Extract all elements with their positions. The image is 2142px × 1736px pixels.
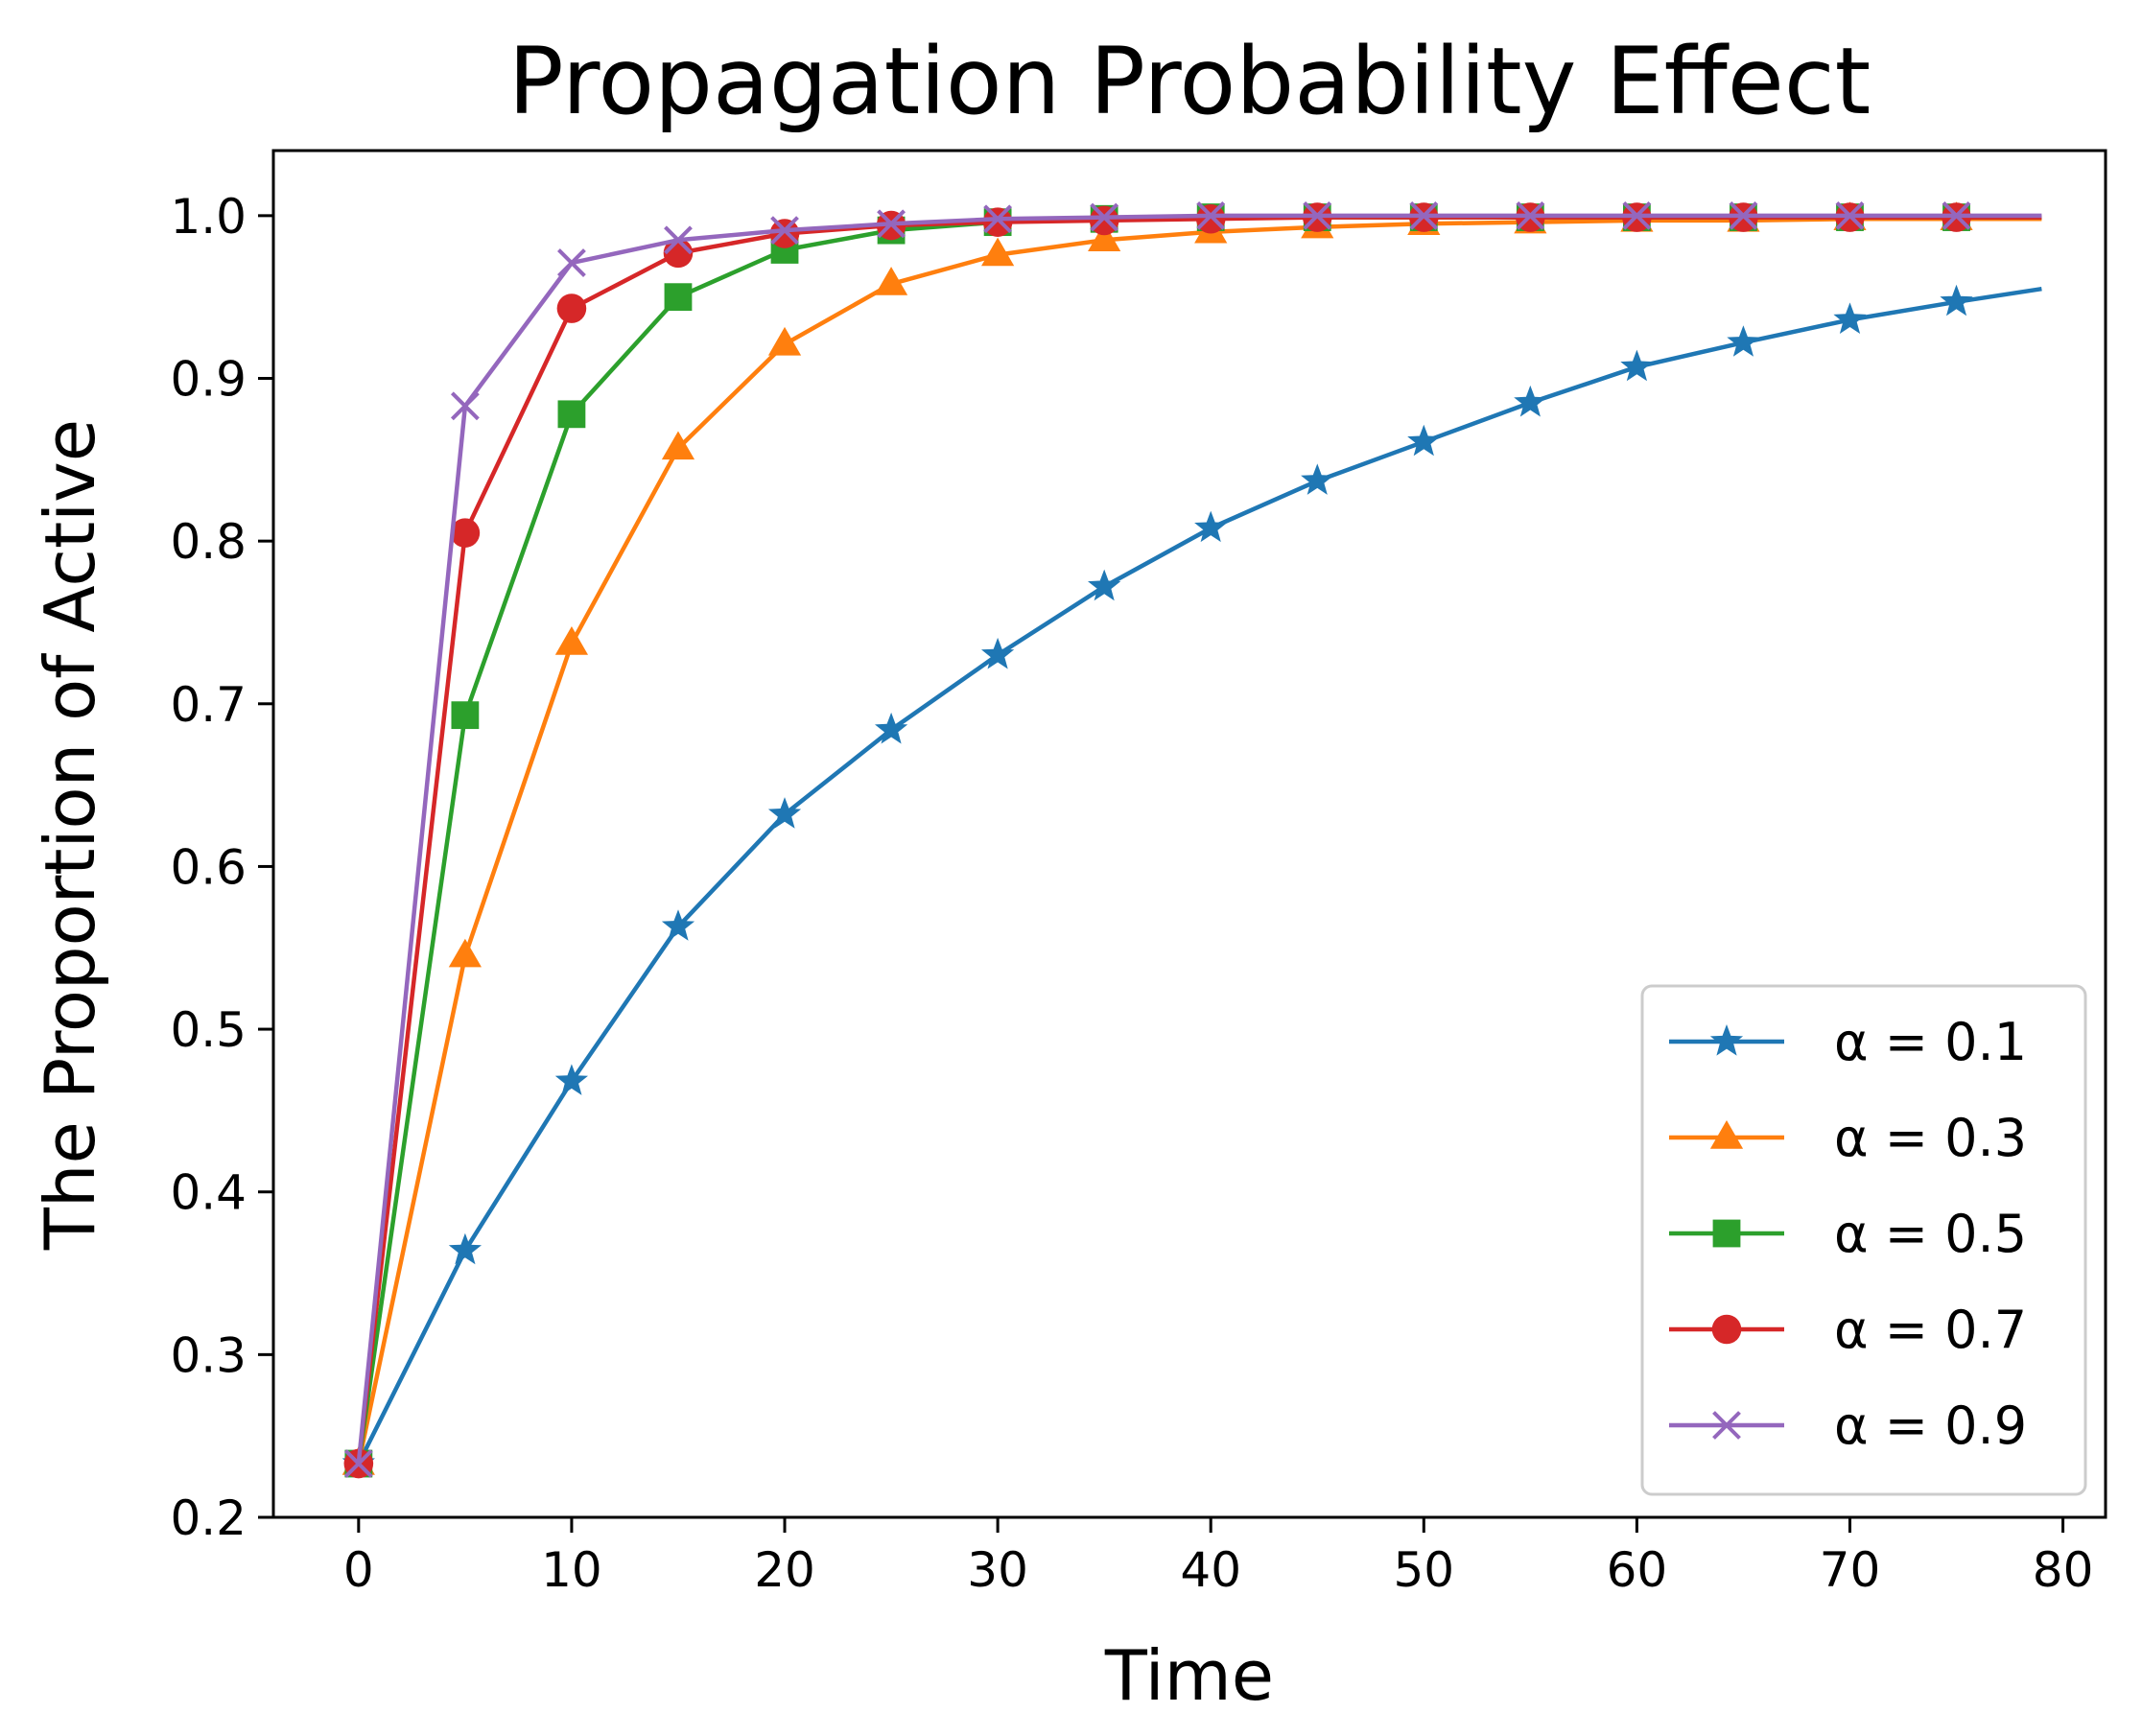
- x-marker: [557, 248, 586, 277]
- y-tick-label: 0.9: [170, 352, 247, 408]
- legend-triangle-marker: [1709, 1120, 1744, 1149]
- y-tick-label: 0.6: [170, 839, 247, 895]
- x-tick-label: 80: [2033, 1542, 2094, 1598]
- x-marker: [1303, 200, 1332, 230]
- x-marker: [1942, 200, 1971, 230]
- x-axis-title: Time: [1104, 1635, 1274, 1716]
- circle-marker: [1089, 205, 1119, 236]
- legend-label: α = 0.1: [1834, 1012, 2027, 1072]
- x-tick-label: 60: [1607, 1542, 1668, 1598]
- x-marker: [343, 1449, 373, 1478]
- legend-x-marker: [1712, 1411, 1741, 1440]
- star-marker: [767, 797, 802, 829]
- triangle-marker: [1088, 223, 1121, 252]
- legend-item: α = 0.7: [1669, 1300, 2027, 1360]
- x-tick-label: 40: [1180, 1542, 1241, 1598]
- x-tick-label: 50: [1393, 1542, 1454, 1598]
- circle-marker: [1195, 203, 1226, 234]
- x-marker: [1835, 200, 1865, 230]
- legend-star-marker: [1709, 1024, 1744, 1056]
- chart-title: Propagation Probability Effect: [508, 28, 1871, 135]
- star-marker: [1088, 569, 1121, 601]
- triangle-marker: [661, 431, 695, 460]
- legend-item: α = 0.9: [1669, 1396, 2027, 1456]
- x-marker: [1196, 200, 1226, 230]
- square-marker: [664, 283, 693, 312]
- legend-item: α = 0.1: [1669, 1012, 2027, 1072]
- y-tick-label: 0.4: [170, 1165, 247, 1221]
- legend-circle-marker: [1711, 1314, 1742, 1345]
- square-marker: [557, 400, 586, 429]
- star-marker: [875, 712, 908, 744]
- triangle-marker: [554, 626, 589, 655]
- legend-box: [1640, 984, 2087, 1496]
- x-marker: [1622, 200, 1652, 230]
- legend-label: α = 0.5: [1834, 1204, 2027, 1264]
- y-tick-label: 0.8: [170, 514, 247, 570]
- x-marker: [1090, 202, 1119, 232]
- y-axis-title: The Proportion of Active: [30, 419, 110, 1251]
- star-marker: [1940, 284, 1973, 317]
- legend-label: α = 0.7: [1834, 1300, 2027, 1360]
- star-marker: [1407, 424, 1441, 457]
- star-marker: [1727, 325, 1760, 357]
- star-marker: [1620, 349, 1654, 382]
- circle-marker: [556, 293, 587, 323]
- star-marker: [661, 909, 695, 941]
- triangle-marker: [448, 938, 482, 968]
- series-x: [343, 200, 2042, 1478]
- y-tick-label: 0.5: [170, 1002, 247, 1058]
- x-marker: [1516, 200, 1545, 230]
- star-marker: [981, 637, 1015, 669]
- legend-label: α = 0.9: [1834, 1396, 2027, 1456]
- axis-ticks: 0 10 20 30 40 50 60 70 80 0.2 0.3 0.4 0.5 0.6 0.7 0.8 0.…: [170, 189, 2093, 1598]
- y-tick-label: 1.0: [170, 189, 247, 245]
- x-marker: [1409, 200, 1439, 230]
- plot-frame: [271, 149, 2107, 1519]
- triangle-marker: [767, 326, 802, 356]
- triangle-marker: [874, 267, 908, 295]
- legend-label: α = 0.3: [1834, 1108, 2027, 1168]
- x-marker: [450, 391, 480, 421]
- x-marker: [877, 209, 906, 239]
- star-marker: [554, 1064, 588, 1095]
- star-marker: [448, 1232, 482, 1265]
- square-marker: [451, 701, 480, 730]
- y-tick-label: 0.3: [170, 1327, 247, 1383]
- plot-area: [341, 200, 2042, 1479]
- star-marker: [1833, 302, 1867, 334]
- circle-marker: [982, 207, 1013, 237]
- star-marker: [1514, 385, 1547, 417]
- x-marker: [664, 225, 693, 255]
- star-marker: [1301, 463, 1334, 495]
- x-tick-label: 0: [343, 1542, 374, 1598]
- x-tick-label: 30: [967, 1542, 1028, 1598]
- circle-marker: [450, 518, 481, 548]
- y-tick-label: 0.2: [170, 1490, 247, 1546]
- circle-marker: [769, 219, 800, 248]
- triangle-marker: [981, 237, 1015, 267]
- x-tick-label: 70: [1820, 1542, 1881, 1598]
- legend-item: α = 0.3: [1669, 1108, 2027, 1168]
- y-tick-label: 0.7: [170, 677, 247, 733]
- star-marker: [1194, 510, 1228, 543]
- legend-square-marker: [1712, 1219, 1741, 1248]
- x-tick-label: 20: [754, 1542, 815, 1598]
- x-marker: [983, 204, 1013, 234]
- legend: α = 0.1 α = 0.3 α = 0.5 α = 0.7 α = 0.9: [1640, 984, 2087, 1496]
- x-marker: [1729, 200, 1758, 230]
- x-marker: [770, 216, 799, 246]
- legend-item: α = 0.5: [1669, 1204, 2027, 1264]
- x-tick-label: 10: [541, 1542, 602, 1598]
